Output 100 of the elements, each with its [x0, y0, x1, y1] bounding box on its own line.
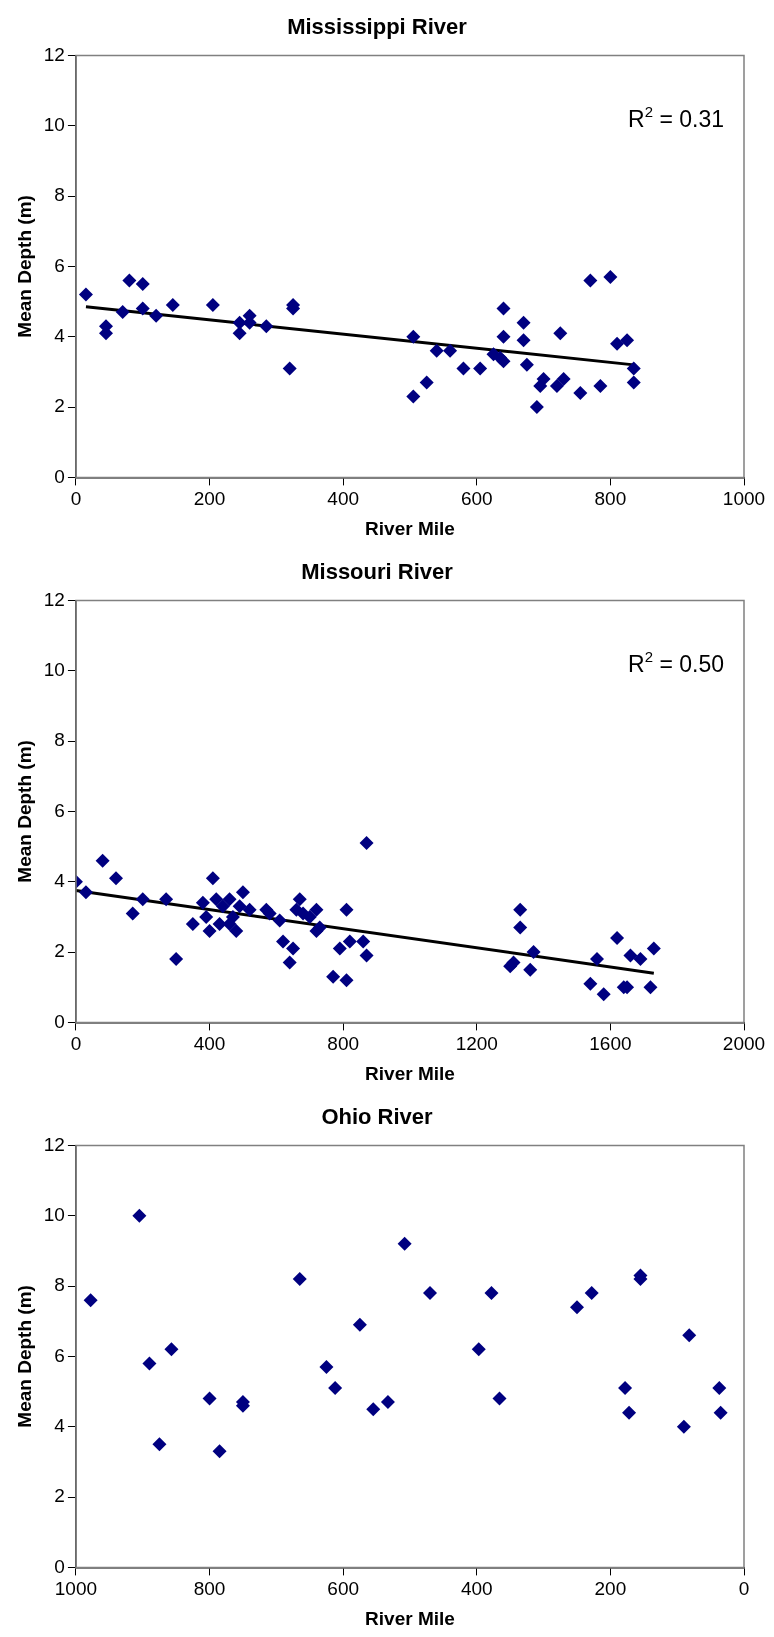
x-tick-label: 800: [327, 1033, 360, 1055]
point: [633, 952, 648, 967]
point: [622, 1405, 637, 1420]
point: [366, 1402, 381, 1417]
point: [276, 934, 291, 949]
point: [125, 906, 140, 921]
point: [643, 980, 658, 995]
point: [286, 941, 301, 956]
point: [523, 962, 538, 977]
y-tick-label: 0: [54, 465, 65, 487]
x-axis-title: River Mile: [365, 517, 455, 539]
point: [443, 343, 458, 358]
point: [215, 899, 230, 914]
point: [122, 273, 137, 288]
point: [302, 909, 317, 924]
y-tick-label: 12: [43, 43, 65, 65]
point: [212, 916, 227, 931]
point: [492, 1391, 507, 1406]
point: [419, 375, 434, 390]
point: [132, 1208, 147, 1223]
point: [513, 920, 528, 935]
x-axis-title: River Mile: [365, 1607, 455, 1629]
y-tick-label: 12: [43, 588, 65, 610]
point: [282, 361, 297, 376]
point: [142, 1356, 157, 1371]
point: [496, 301, 511, 316]
point: [339, 973, 354, 988]
point: [342, 934, 357, 949]
point: [205, 871, 220, 886]
point: [513, 902, 528, 917]
point: [202, 923, 217, 938]
point: [149, 308, 164, 323]
point: [78, 885, 93, 900]
y-axis-title: Mean Depth (m): [13, 1285, 35, 1428]
point: [232, 899, 247, 914]
point: [713, 1405, 728, 1420]
point: [332, 941, 347, 956]
x-axis-title: River Mile: [365, 1062, 455, 1084]
point: [610, 336, 625, 351]
x-tick-label: 0: [70, 488, 82, 510]
x-tick-label: 200: [193, 488, 226, 510]
point: [292, 1272, 307, 1287]
chart-title: Mississippi River: [287, 14, 468, 40]
point: [456, 361, 471, 376]
x-tick-label: 600: [327, 1578, 360, 1600]
point: [583, 273, 598, 288]
point: [712, 1381, 727, 1396]
point: [496, 329, 511, 344]
point: [326, 969, 341, 984]
point: [135, 301, 150, 316]
point: [380, 1395, 395, 1410]
point: [429, 343, 444, 358]
y-tick-label: 2: [54, 1485, 65, 1507]
point: [593, 378, 608, 393]
x-tick-label: 0: [738, 1578, 750, 1600]
point: [205, 298, 220, 313]
x-tick-label: 1000: [54, 1578, 98, 1600]
point: [516, 315, 531, 330]
x-tick-label: 400: [327, 488, 360, 510]
x-tick-label: 1200: [455, 1033, 498, 1055]
point: [328, 1381, 343, 1396]
point: [626, 361, 641, 376]
y-tick-label: 8: [54, 184, 65, 206]
y-tick-label: 8: [54, 1274, 65, 1296]
point: [165, 298, 180, 313]
y-tick-label: 2: [54, 395, 65, 417]
y-tick-label: 12: [43, 1133, 65, 1155]
point: [471, 1342, 486, 1357]
chart-title: Ohio River: [321, 1104, 434, 1130]
point: [272, 913, 287, 928]
point: [259, 319, 274, 334]
point: [573, 386, 588, 400]
y-tick-label: 6: [54, 799, 65, 821]
point: [292, 892, 307, 907]
point: [135, 892, 150, 907]
point: [152, 1437, 167, 1452]
y-tick-label: 0: [54, 1010, 65, 1032]
point: [95, 853, 110, 868]
point: [185, 916, 200, 931]
point: [590, 952, 605, 967]
point: [623, 948, 638, 963]
y-tick-label: 10: [43, 658, 65, 680]
x-tick-label: 400: [460, 1578, 493, 1600]
point: [359, 948, 374, 963]
point: [556, 371, 571, 386]
point: [229, 923, 244, 938]
point: [506, 955, 521, 970]
point: [646, 941, 661, 956]
point: [676, 1419, 691, 1434]
point: [352, 1317, 367, 1332]
point: [473, 361, 488, 376]
point: [496, 354, 511, 369]
point: [83, 1293, 98, 1308]
x-tick-label: 800: [193, 1578, 226, 1600]
point: [406, 329, 421, 344]
point: [596, 987, 611, 1002]
point: [164, 1342, 179, 1357]
point: [529, 400, 544, 415]
x-tick-label: 1600: [589, 1033, 632, 1055]
point: [603, 269, 618, 284]
